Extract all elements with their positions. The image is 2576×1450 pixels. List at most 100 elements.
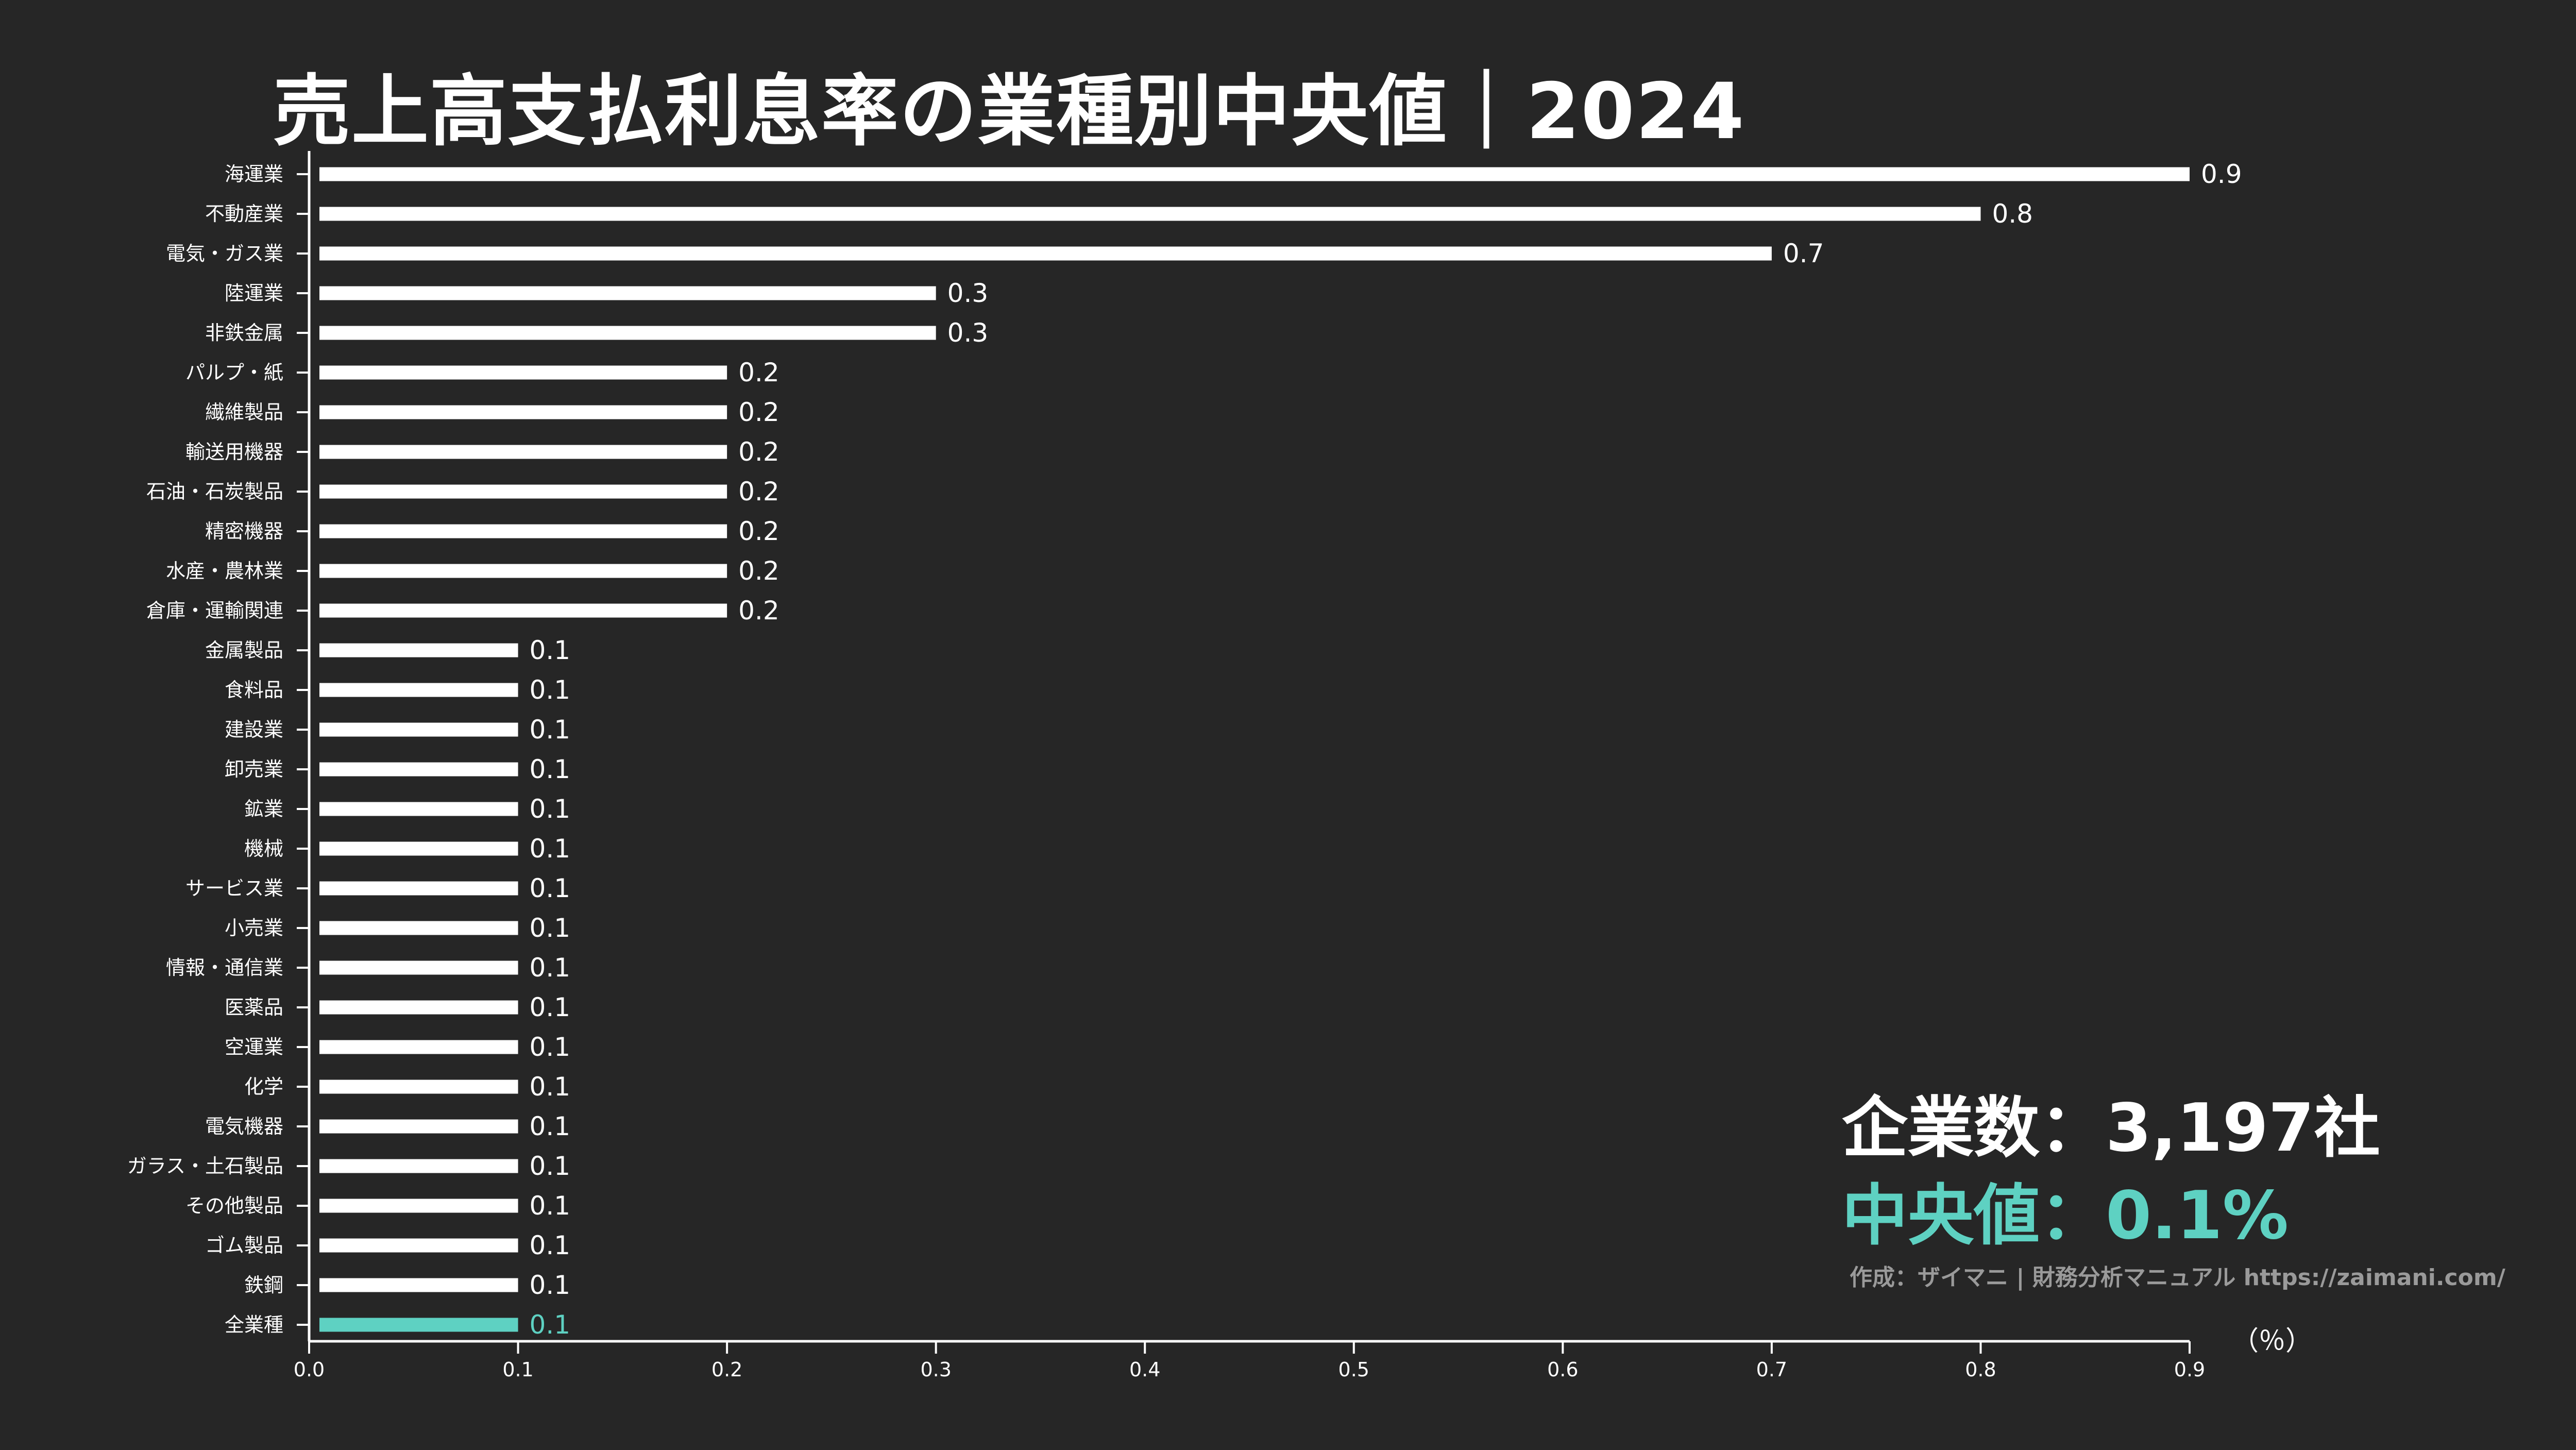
category-label: その他製品 [185,1194,283,1217]
bar [319,802,518,816]
value-label: 0.1 [530,715,571,745]
category-label: 化学 [244,1075,283,1098]
x-tick-label: 0.2 [711,1358,742,1381]
x-tick-label: 0.5 [1338,1358,1369,1381]
value-label: 0.1 [530,873,571,903]
category-label: ガラス・土石製品 [127,1155,283,1177]
category-label: パルプ・紙 [185,361,283,384]
bar [319,564,727,578]
category-label: 金属製品 [205,639,283,662]
value-label: 0.2 [738,437,779,467]
value-label: 0.1 [530,1310,571,1340]
value-label: 0.1 [530,794,571,824]
x-tick-label: 0.0 [294,1358,325,1381]
category-label: 鉄鋼 [244,1274,283,1296]
category-label: ゴム製品 [205,1234,283,1257]
bar [319,722,518,737]
category-label: 食料品 [225,679,283,701]
bar [319,326,936,340]
value-label: 0.7 [1783,239,1824,268]
category-label: 空運業 [225,1036,283,1058]
bar [319,1000,518,1015]
value-label: 0.1 [530,834,571,864]
bar [319,167,2190,181]
category-label: 情報・通信業 [166,956,283,979]
value-label: 0.1 [530,1151,571,1181]
x-axis-label: （％） [2232,1326,2312,1357]
median-text: 中央値：0.1% [1842,1177,2289,1254]
category-label: 水産・農林業 [166,560,283,582]
category-label: 全業種 [225,1313,283,1336]
value-label: 0.2 [738,358,779,387]
category-label: 電気・ガス業 [166,242,283,265]
x-tick-label: 0.7 [1756,1358,1787,1381]
category-label: 海運業 [225,163,283,186]
bar [319,246,1772,261]
bar [319,921,518,935]
category-label: 鉱業 [244,798,283,820]
bar [319,1040,518,1054]
category-label: 機械 [244,837,283,860]
value-label: 0.1 [530,635,571,665]
value-label: 0.1 [530,1191,571,1221]
x-tick-label: 0.4 [1129,1358,1160,1381]
category-label: 石油・石炭製品 [146,480,283,503]
credit-text: 作成：ザイマニ | 財務分析マニュアル https://zaimani.com/ [1850,1264,2505,1291]
bar [319,484,727,499]
x-tick-label: 0.3 [920,1358,951,1381]
bar [319,207,1981,221]
value-label: 0.1 [530,1230,571,1260]
category-label: 倉庫・運輸関連 [146,599,283,622]
bar [319,365,727,380]
bar [319,1238,518,1253]
bar [319,1318,518,1332]
category-label: 輸送用機器 [185,441,283,463]
category-label: 不動産業 [205,203,283,225]
category-label: 建設業 [225,718,283,741]
bar [319,603,727,618]
value-label: 0.1 [530,1270,571,1300]
bar [319,960,518,975]
bar [319,1199,518,1213]
bar [319,1119,518,1134]
bar [319,286,936,300]
category-label: 非鉄金属 [205,322,283,344]
value-label: 0.2 [738,516,779,546]
category-label: 陸運業 [225,282,283,305]
value-label: 0.9 [2201,159,2242,189]
x-tick-label: 0.6 [1547,1358,1578,1381]
bar [319,1080,518,1094]
bar [319,643,518,657]
category-label: 医薬品 [225,996,283,1019]
bar [319,445,727,459]
value-label: 0.2 [738,596,779,626]
value-label: 0.1 [530,754,571,784]
bar [319,1159,518,1173]
category-label: 精密機器 [205,520,283,543]
value-label: 0.2 [738,397,779,427]
bar [319,524,727,538]
bar [319,762,518,777]
bar [319,683,518,697]
value-label: 0.3 [947,278,989,308]
x-tick-label: 0.1 [502,1358,533,1381]
value-label: 0.1 [530,992,571,1022]
value-label: 0.1 [530,1072,571,1102]
value-label: 0.2 [738,477,779,507]
bar [319,881,518,896]
value-label: 0.1 [530,913,571,943]
chart-title: 売上高支払利息率の業種別中央値｜2024 [273,67,1745,157]
company-count-text: 企業数：3,197社 [1842,1090,2380,1167]
category-label: 小売業 [225,917,283,939]
x-tick-label: 0.8 [1965,1358,1996,1381]
bar [319,1278,518,1292]
value-label: 0.1 [530,1111,571,1141]
x-tick-label: 0.9 [2174,1358,2205,1381]
value-label: 0.2 [738,556,779,586]
value-label: 0.1 [530,1032,571,1062]
bar [319,841,518,856]
category-label: 卸売業 [225,758,283,781]
category-label: 繊維製品 [205,401,283,424]
category-label: 電気機器 [205,1115,283,1138]
